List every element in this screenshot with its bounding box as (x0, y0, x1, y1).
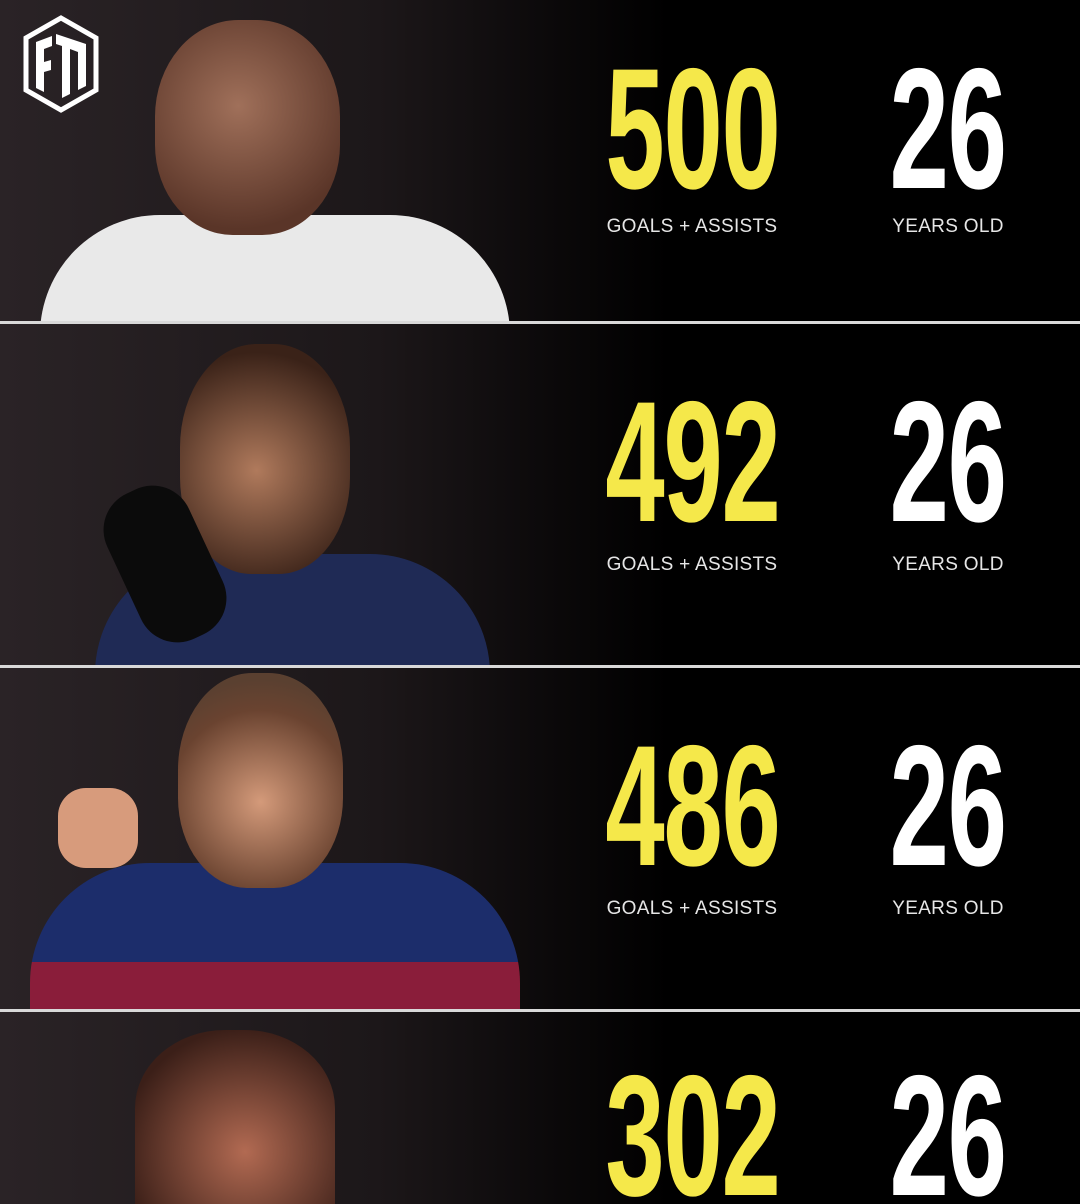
age-value: 26 (889, 366, 1007, 558)
age-value: 26 (889, 33, 1007, 225)
age-label: YEARS OLD (892, 216, 1004, 237)
row-divider (0, 665, 1080, 668)
age-label: YEARS OLD (892, 554, 1004, 575)
row-divider (0, 1009, 1080, 1012)
age-value: 26 (889, 1040, 1007, 1204)
player-row-1: 500 GOALS + ASSISTS 26 YEARS OLD (0, 0, 1080, 321)
player-photo (0, 1012, 560, 1204)
row-divider (0, 321, 1080, 324)
goals-assists-label: GOALS + ASSISTS (606, 216, 778, 237)
goals-assists-value: 492 (604, 366, 780, 558)
goals-assists-value: 486 (604, 710, 780, 902)
player-photo (0, 668, 560, 1009)
player-photo (0, 0, 560, 321)
age-label: YEARS OLD (892, 898, 1004, 919)
brand-logo (23, 15, 99, 113)
player-row-3: 486 GOALS + ASSISTS 26 YEARS OLD (0, 668, 1080, 1009)
goals-assists-label: GOALS + ASSISTS (606, 554, 778, 575)
player-photo (0, 324, 560, 665)
player-row-4: 302 26 (0, 1012, 1080, 1204)
goals-assists-value: 302 (604, 1040, 780, 1204)
goals-assists-value: 500 (604, 33, 780, 225)
goals-assists-label: GOALS + ASSISTS (606, 898, 778, 919)
player-row-2: 492 GOALS + ASSISTS 26 YEARS OLD (0, 324, 1080, 665)
age-value: 26 (889, 710, 1007, 902)
